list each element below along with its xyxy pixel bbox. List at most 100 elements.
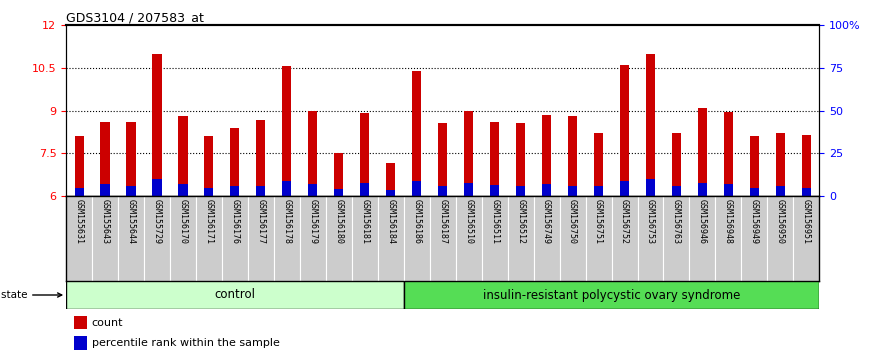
Bar (352, 196, 378, 281)
Text: GSM156751: GSM156751 (594, 199, 603, 244)
Bar (386, 163, 396, 196)
Bar (222, 196, 248, 281)
Bar (516, 123, 525, 196)
Bar (282, 181, 292, 196)
Bar (802, 188, 811, 196)
Bar (698, 183, 707, 196)
Bar (776, 186, 785, 196)
Text: GSM156750: GSM156750 (568, 199, 577, 244)
Bar (282, 66, 292, 196)
Bar (482, 196, 507, 281)
Bar (326, 196, 352, 281)
Text: GSM156178: GSM156178 (282, 199, 292, 244)
Text: GSM156948: GSM156948 (724, 199, 733, 244)
Text: control: control (214, 289, 255, 302)
Bar (690, 196, 715, 281)
Bar (464, 110, 473, 196)
Bar (256, 120, 265, 196)
Bar (256, 186, 265, 196)
Bar (724, 184, 733, 196)
Bar (620, 181, 629, 196)
Bar (638, 196, 663, 281)
Bar (144, 196, 170, 281)
Bar (534, 196, 559, 281)
Text: count: count (92, 318, 123, 327)
Bar (412, 181, 421, 196)
Bar (100, 184, 109, 196)
Bar (75, 136, 84, 196)
Text: GSM156186: GSM156186 (412, 199, 421, 244)
Bar (742, 196, 767, 281)
Bar (568, 186, 577, 196)
Bar (464, 183, 473, 196)
Bar (412, 70, 421, 196)
Bar (127, 122, 136, 196)
Text: GSM155729: GSM155729 (152, 199, 161, 244)
Bar (646, 179, 655, 196)
Bar (378, 196, 403, 281)
Bar (204, 136, 213, 196)
Bar (118, 196, 144, 281)
Text: GSM156181: GSM156181 (360, 199, 369, 244)
Bar (507, 196, 534, 281)
Bar (75, 188, 84, 196)
Bar (66, 196, 92, 281)
Bar (300, 196, 326, 281)
Text: GSM156752: GSM156752 (620, 199, 629, 244)
Text: GSM156753: GSM156753 (646, 199, 655, 244)
Text: GSM156177: GSM156177 (256, 199, 265, 244)
Bar (334, 153, 344, 196)
Bar (724, 112, 733, 196)
Bar (750, 136, 759, 196)
Bar (750, 188, 759, 196)
Bar (403, 281, 819, 309)
Bar (559, 196, 586, 281)
Bar (516, 186, 525, 196)
Bar (586, 196, 611, 281)
Bar (204, 188, 213, 196)
Bar (611, 196, 638, 281)
Text: GSM156180: GSM156180 (334, 199, 344, 244)
Bar (360, 113, 369, 196)
Text: GSM155643: GSM155643 (100, 199, 109, 244)
Bar (794, 196, 819, 281)
Bar (767, 196, 794, 281)
Text: GSM156171: GSM156171 (204, 199, 213, 244)
Text: GSM156184: GSM156184 (386, 199, 396, 244)
Bar (438, 186, 448, 196)
Bar (430, 196, 455, 281)
Bar (248, 196, 274, 281)
Text: GSM156950: GSM156950 (776, 199, 785, 244)
Bar (66, 281, 403, 309)
Bar (776, 133, 785, 196)
Text: percentile rank within the sample: percentile rank within the sample (92, 338, 279, 348)
Bar (360, 183, 369, 196)
Bar (455, 196, 482, 281)
Bar (490, 122, 500, 196)
Bar (230, 186, 240, 196)
Text: GDS3104 / 207583_at: GDS3104 / 207583_at (66, 11, 204, 24)
Bar (715, 196, 742, 281)
Text: insulin-resistant polycystic ovary syndrome: insulin-resistant polycystic ovary syndr… (483, 289, 740, 302)
Bar (620, 65, 629, 196)
Bar (334, 189, 344, 196)
Text: GSM156951: GSM156951 (802, 199, 811, 244)
Bar (646, 53, 655, 196)
Bar (152, 53, 161, 196)
Text: GSM156176: GSM156176 (231, 199, 240, 244)
Bar (386, 190, 396, 196)
Bar (672, 186, 681, 196)
Text: GSM156763: GSM156763 (672, 199, 681, 244)
Bar (594, 186, 603, 196)
Bar (438, 123, 448, 196)
Bar (698, 108, 707, 196)
Bar (594, 133, 603, 196)
Bar (196, 196, 222, 281)
Bar (92, 196, 118, 281)
Bar (152, 179, 161, 196)
Bar (490, 185, 500, 196)
Bar (568, 116, 577, 196)
Text: disease state: disease state (0, 290, 62, 300)
Text: GSM155644: GSM155644 (127, 199, 136, 244)
Bar (179, 116, 188, 196)
